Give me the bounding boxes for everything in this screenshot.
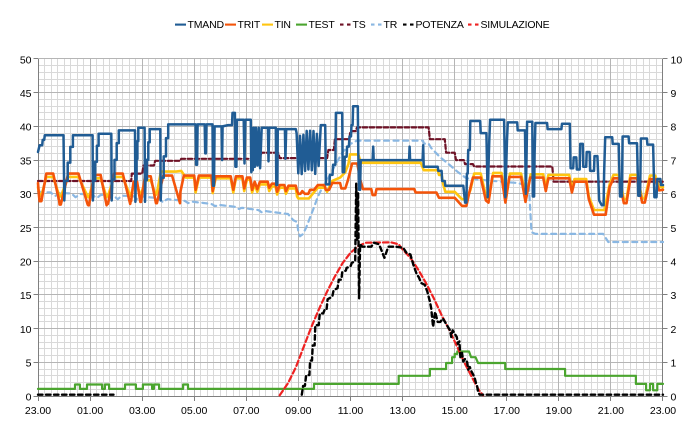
- svg-text:11.00: 11.00: [338, 405, 364, 417]
- svg-text:0: 0: [26, 391, 32, 403]
- svg-text:23.00: 23.00: [650, 405, 676, 417]
- svg-text:25: 25: [20, 223, 32, 235]
- svg-text:20: 20: [20, 257, 32, 269]
- svg-text:40: 40: [20, 122, 32, 134]
- svg-text:TS: TS: [353, 19, 366, 31]
- svg-text:TEST: TEST: [309, 19, 336, 31]
- svg-text:35: 35: [20, 155, 32, 167]
- svg-text:9: 9: [671, 88, 677, 100]
- svg-text:TRIT: TRIT: [238, 19, 261, 31]
- svg-text:POTENZA: POTENZA: [416, 19, 464, 31]
- svg-text:8: 8: [671, 122, 677, 134]
- svg-text:15.00: 15.00: [442, 405, 468, 417]
- svg-text:0: 0: [671, 391, 677, 403]
- svg-text:SIMULAZIONE: SIMULAZIONE: [481, 19, 550, 31]
- svg-text:05.00: 05.00: [181, 405, 207, 417]
- svg-text:TIN: TIN: [275, 19, 291, 31]
- svg-text:TR: TR: [384, 19, 398, 31]
- svg-text:30: 30: [20, 189, 32, 201]
- svg-text:TMAND: TMAND: [188, 19, 225, 31]
- svg-text:4: 4: [671, 257, 677, 269]
- svg-text:1: 1: [671, 358, 677, 370]
- svg-text:09.00: 09.00: [285, 405, 311, 417]
- svg-text:15: 15: [20, 290, 32, 302]
- svg-text:2: 2: [671, 324, 677, 336]
- svg-text:7: 7: [671, 155, 677, 167]
- svg-text:5: 5: [671, 223, 677, 235]
- svg-text:45: 45: [20, 88, 32, 100]
- svg-text:07.00: 07.00: [233, 405, 259, 417]
- svg-text:17.00: 17.00: [494, 405, 520, 417]
- svg-text:21.00: 21.00: [598, 405, 624, 417]
- svg-text:6: 6: [671, 189, 677, 201]
- svg-text:01.00: 01.00: [77, 405, 103, 417]
- svg-text:3: 3: [671, 290, 677, 302]
- svg-text:23.00: 23.00: [25, 405, 51, 417]
- svg-text:5: 5: [26, 358, 32, 370]
- svg-text:10: 10: [20, 324, 32, 336]
- svg-text:50: 50: [20, 54, 32, 66]
- svg-text:19.00: 19.00: [546, 405, 572, 417]
- svg-text:13.00: 13.00: [389, 405, 415, 417]
- svg-text:03.00: 03.00: [129, 405, 155, 417]
- svg-text:10: 10: [671, 54, 683, 66]
